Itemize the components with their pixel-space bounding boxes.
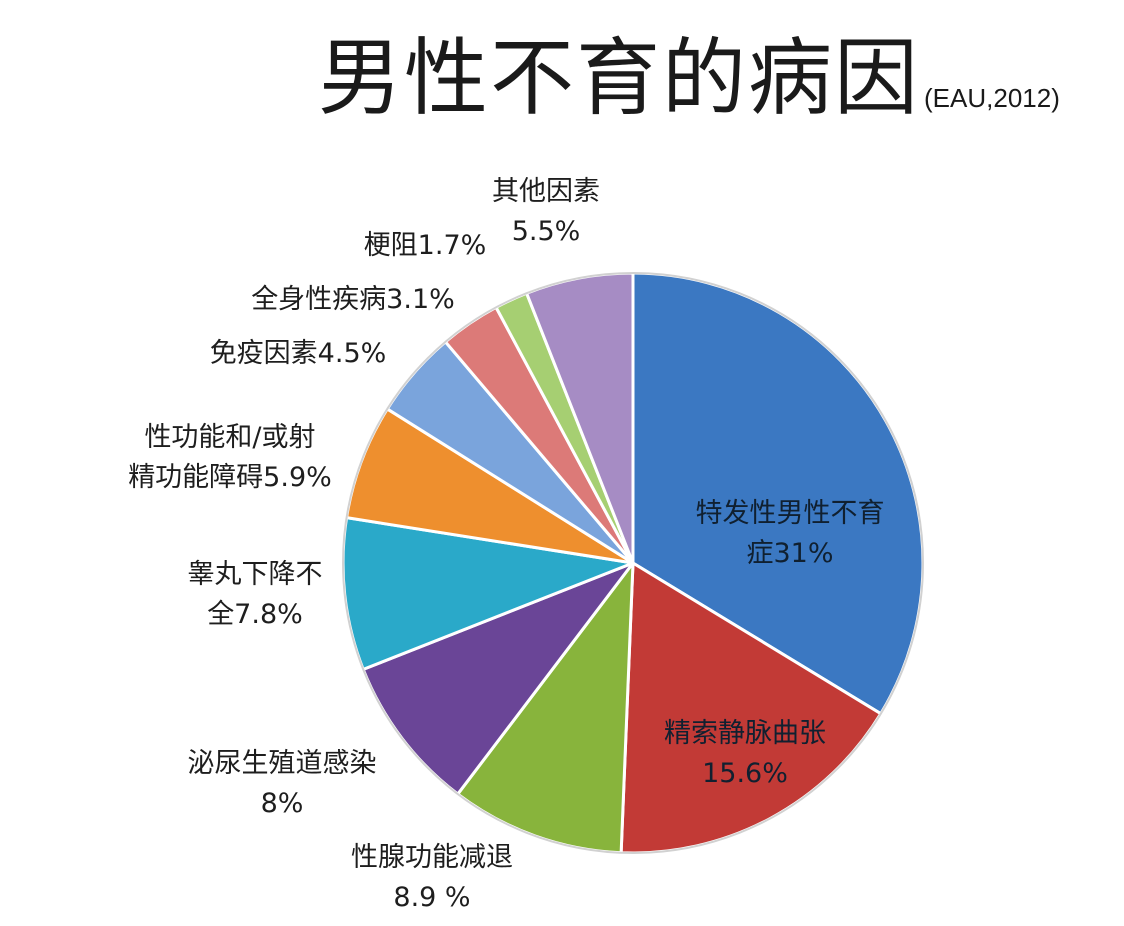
slice-label-hypogonadism: 性腺功能减退 8.9 % [351,842,513,913]
chart-title: 男性不育的病因 (EAU,2012) [318,28,1060,128]
slice-label-line: 5.5% [512,216,581,247]
slice-label-obstruction: 梗阻1.7% [364,230,487,261]
slice-label-sexual-dysfunction: 性功能和/或射精功能障碍5.9% [128,422,332,493]
slice-hypogonadism [456,561,635,855]
pie-labels: 特发性男性不育症31% 精索静脉曲张 15.6% 性腺功能减退 8.9 % 泌尿生殖道感染… [128,176,884,913]
slice-sexual-dysfunction [345,407,635,565]
slice-label-line: 特发性男性不育 [696,498,885,529]
slice-label-systemic-disease: 全身性疾病3.1% [251,284,455,315]
slice-urogenital-infection [361,561,635,796]
slice-label-line: 15.6% [702,758,788,789]
slice-label-line: 梗阻1.7% [364,230,487,261]
pie-rim [342,272,924,854]
slice-label-line: 免疫因素4.5% [210,338,387,369]
slice-label-other: 其他因素 5.5% [492,176,600,247]
slice-label-line: 泌尿生殖道感染 [188,748,377,779]
slice-cryptorchidism [341,516,635,671]
slice-label-line: 8% [261,788,304,819]
slice-label-line: 性功能和/或射 [144,422,315,453]
slice-label-line: 全7.8% [207,599,303,630]
chart-title-source: (EAU,2012) [924,83,1060,113]
slice-label-cryptorchidism: 睾丸下降不全7.8% [188,559,323,630]
slice-label-line: 精索静脉曲张 [664,718,826,749]
slice-label-immunologic: 免疫因素4.5% [210,338,387,369]
slice-label-line: 性腺功能减退 [351,842,513,873]
slice-other [525,271,635,565]
chart-title-main: 男性不育的病因 [318,29,921,127]
slice-label-idiopathic: 特发性男性不育症31% [696,498,885,569]
slice-label-varicocele: 精索静脉曲张 15.6% [664,718,826,789]
slice-idiopathic [631,271,925,716]
pie-slices [341,271,925,855]
slice-label-line: 其他因素 [492,176,600,207]
slice-varicocele [619,561,883,855]
slice-label-line: 症31% [746,538,833,569]
slice-label-line: 8.9 % [393,882,470,913]
slice-label-line: 全身性疾病3.1% [251,284,455,315]
slice-label-urogenital-infection: 泌尿生殖道感染 8% [188,748,377,819]
slice-label-line: 精功能障碍5.9% [128,462,332,493]
slice-label-line: 睾丸下降不 [188,559,323,590]
